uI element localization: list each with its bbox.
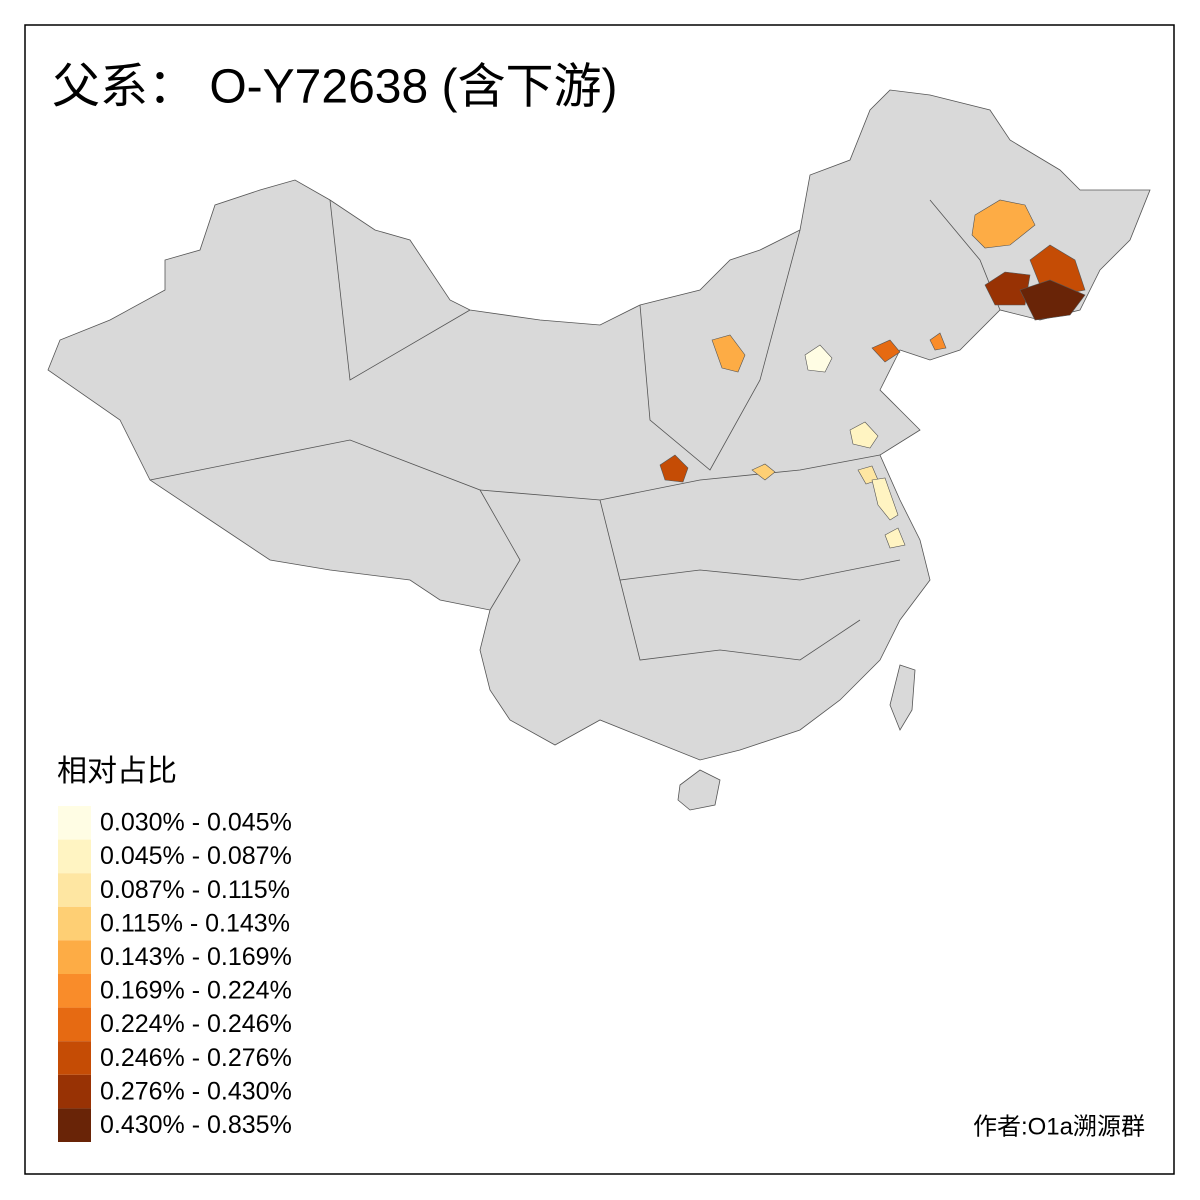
hainan [677,769,721,811]
legend: 0.030% - 0.045% 0.045% - 0.087% 0.087% - 0… [58,806,292,1142]
region [849,421,879,449]
legend-swatch [58,839,91,874]
credit: 作者:O1a溯源群 [973,1113,1145,1140]
province-borders [599,499,901,581]
mainland [47,89,1151,761]
legend-label: 0.115% - 0.143% [100,909,290,937]
region [871,477,899,521]
legend-swatch [58,906,91,941]
region [971,199,1036,249]
region [929,332,947,351]
region [1019,279,1086,321]
legend-swatch [58,1007,91,1042]
region [659,454,689,483]
province-borders [329,199,471,381]
legend-swatch [58,806,91,840]
legend-label: 0.169% - 0.224% [100,977,292,1005]
region [884,527,906,549]
legend-label: 0.430% - 0.835% [100,1111,292,1139]
legend-label: 0.246% - 0.276% [100,1044,292,1072]
legend-swatch [58,1074,91,1109]
legend-swatch [58,940,91,974]
legend-label: 0.087% - 0.115% [100,876,290,904]
legend-swatch [58,873,91,907]
province-borders [479,454,881,501]
legend-label: 0.143% - 0.169% [100,943,292,971]
legend-swatch [58,974,91,1008]
legend-swatch [58,1041,91,1075]
region [804,344,833,373]
china-map [47,89,1151,811]
region [711,334,746,373]
province-borders [639,229,801,471]
taiwan [889,664,916,731]
map-title: 父系： O-Y72638 (含下游) [52,61,617,114]
legend-title: 相对占比 [57,755,177,788]
legend-swatch [58,1108,91,1142]
legend-label: 0.045% - 0.087% [100,842,292,870]
region [871,339,901,363]
region [751,463,776,481]
legend-label: 0.030% - 0.045% [100,809,292,837]
province-borders [619,579,861,661]
legend-label: 0.224% - 0.246% [100,1010,292,1038]
legend-label: 0.276% - 0.430% [100,1077,292,1105]
